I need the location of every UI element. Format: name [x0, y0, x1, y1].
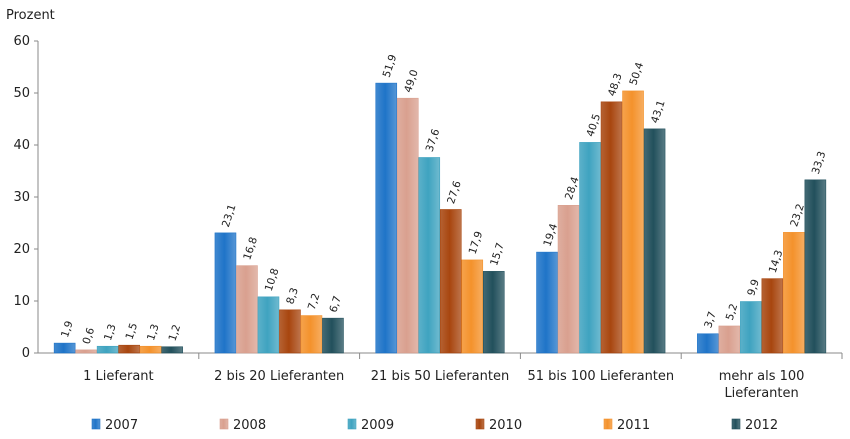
- bar-2012-cat-0: [161, 346, 183, 354]
- data-label: 6,7: [327, 294, 344, 314]
- data-label: 0,6: [81, 326, 98, 346]
- y-axis-title: Prozent: [6, 8, 55, 23]
- data-label: 33,3: [810, 150, 829, 176]
- data-label: 17,9: [467, 230, 486, 256]
- bar-2007-cat-2: [375, 82, 398, 354]
- y-tick-label: 20: [13, 242, 30, 257]
- data-label: 23,2: [788, 202, 807, 228]
- data-label: 48,3: [606, 72, 625, 98]
- bar-2012-cat-3: [643, 128, 666, 354]
- data-label: 27,6: [445, 179, 464, 205]
- bar-2010-cat-0: [118, 344, 140, 354]
- bar-2007-cat-3: [536, 251, 558, 354]
- bar-2011-cat-3: [622, 90, 644, 354]
- data-label: 10,8: [263, 267, 282, 293]
- bar-2012-cat-2: [482, 271, 505, 354]
- bar-2010-cat-1: [279, 309, 301, 354]
- data-label: 16,8: [241, 236, 260, 262]
- y-tick-label: 40: [13, 138, 30, 153]
- bar-2008-cat-1: [236, 265, 258, 354]
- category-label: 21 bis 50 Lieferanten: [371, 369, 509, 384]
- y-tick-label: 60: [13, 34, 30, 49]
- legend-label-2009: 2009: [361, 418, 394, 433]
- category-label: mehr als 100: [719, 369, 805, 384]
- legend-label-2011: 2011: [617, 418, 650, 433]
- bar-2007-cat-0: [53, 342, 76, 354]
- y-tick-label: 10: [13, 294, 30, 309]
- data-label: 15,7: [488, 241, 507, 267]
- bar-2011-cat-2: [461, 259, 484, 354]
- data-label: 1,3: [145, 323, 162, 343]
- bar-2009-cat-1: [257, 296, 280, 354]
- bar-2007-cat-1: [214, 232, 237, 354]
- data-label: 9,9: [745, 278, 762, 298]
- data-label: 37,6: [424, 127, 443, 153]
- data-label: 1,2: [167, 323, 184, 343]
- data-label: 1,9: [59, 319, 76, 339]
- bar-2010-cat-3: [600, 101, 623, 354]
- y-tick-label: 30: [13, 190, 30, 205]
- bar-2012-cat-4: [804, 179, 827, 354]
- legend-label-2007: 2007: [105, 418, 138, 433]
- bar-2008-cat-0: [75, 349, 97, 354]
- data-label: 14,3: [767, 249, 786, 275]
- legend-swatch-2010: [475, 418, 485, 430]
- bar-2010-cat-2: [439, 209, 462, 354]
- legend-label-2012: 2012: [745, 418, 778, 433]
- data-label: 7,2: [306, 292, 323, 312]
- data-label: 49,0: [402, 68, 421, 94]
- data-label: 40,5: [584, 112, 603, 138]
- data-label: 1,5: [124, 322, 141, 342]
- data-label: 28,4: [563, 175, 582, 201]
- legend-swatch-2008: [219, 418, 229, 430]
- data-label: 51,9: [381, 53, 400, 79]
- bar-2008-cat-2: [396, 97, 419, 354]
- data-label: 8,3: [284, 286, 301, 306]
- data-label: 43,1: [649, 99, 668, 125]
- bar-2011-cat-1: [300, 315, 323, 354]
- legend-label-2008: 2008: [233, 418, 266, 433]
- data-label: 23,1: [220, 203, 239, 229]
- bar-2009-cat-4: [740, 301, 762, 354]
- data-label: 5,2: [724, 302, 741, 322]
- y-tick-label: 0: [22, 346, 30, 361]
- category-label: 2 bis 20 Lieferanten: [214, 369, 344, 384]
- data-label: 19,4: [541, 222, 560, 248]
- data-label: 3,7: [702, 310, 719, 330]
- bar-2007-cat-4: [697, 333, 719, 354]
- legend-label-2010: 2010: [489, 418, 522, 433]
- legend-swatch-2011: [603, 418, 613, 430]
- legend-swatch-2007: [91, 418, 101, 430]
- category-labels: 1 Lieferant 2 bis 20 Lieferanten 21 bis 50…: [83, 369, 804, 401]
- legend-swatch-2009: [347, 418, 357, 430]
- data-label: 1,3: [102, 323, 119, 343]
- legend-swatch-2012: [731, 418, 741, 430]
- category-label: Lieferanten: [724, 386, 798, 401]
- bar-2009-cat-3: [579, 142, 601, 354]
- category-label: 51 bis 100 Lieferanten: [527, 369, 674, 384]
- bar-2011-cat-0: [139, 345, 162, 354]
- bar-2011-cat-4: [783, 232, 805, 354]
- bar-2008-cat-3: [557, 205, 580, 354]
- data-label: 50,4: [627, 61, 646, 87]
- bar-2008-cat-4: [718, 325, 741, 354]
- bar-2009-cat-2: [418, 157, 441, 354]
- bar-2009-cat-0: [96, 345, 119, 354]
- category-label: 1 Lieferant: [83, 369, 153, 384]
- bar-2010-cat-4: [761, 278, 784, 354]
- bar-2012-cat-1: [322, 317, 344, 354]
- bars: [53, 82, 843, 359]
- y-tick-label: 50: [13, 86, 30, 101]
- legend: 2007 2008 2009 2010 2011 2012: [91, 418, 778, 433]
